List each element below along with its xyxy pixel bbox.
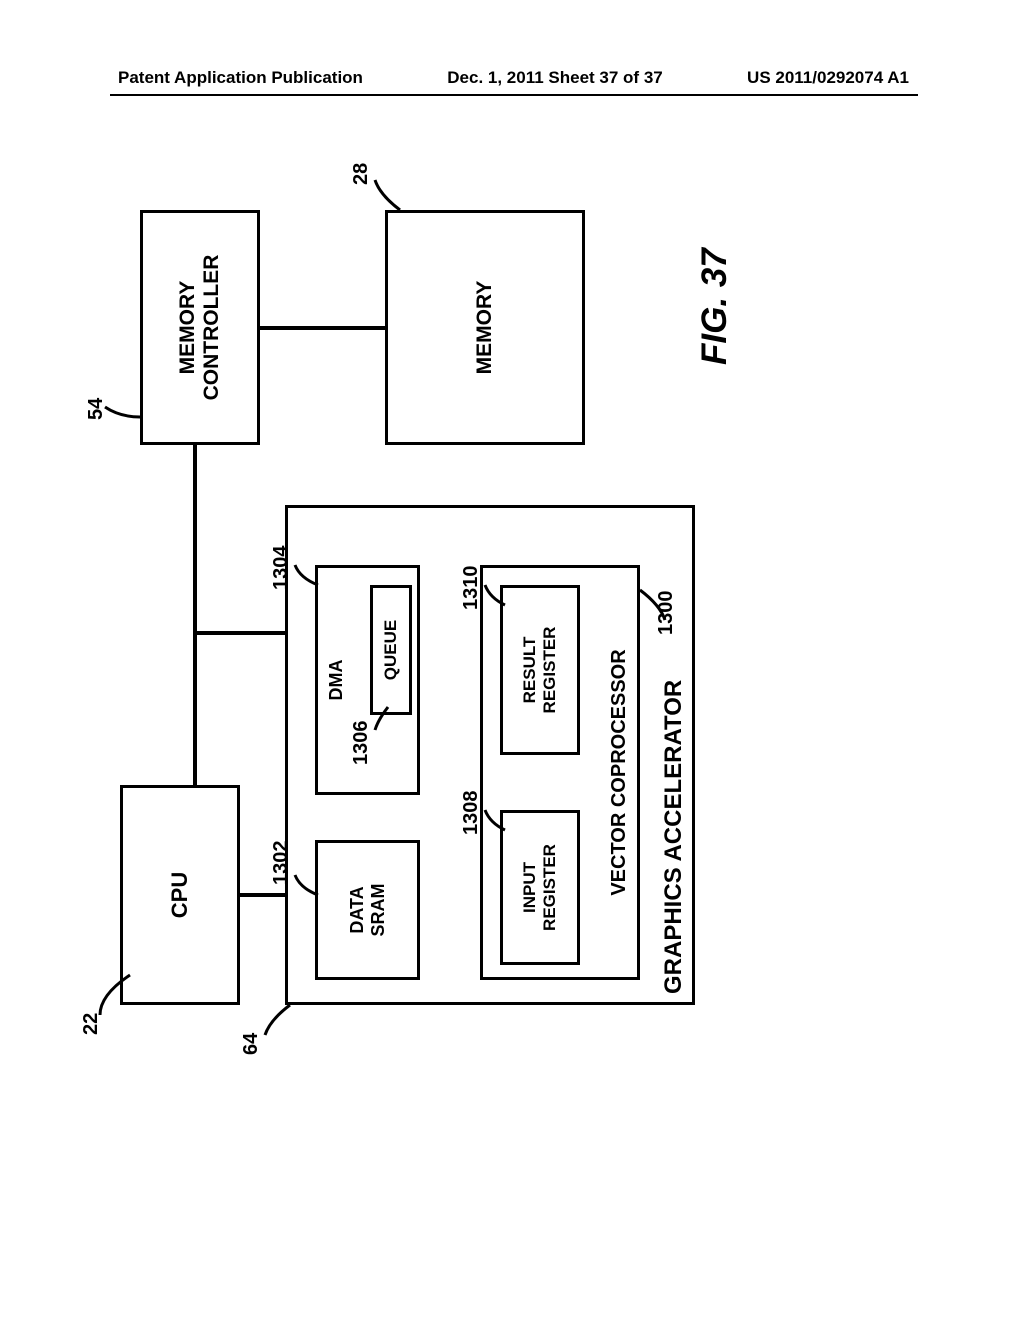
dma-label: DMA: [326, 660, 347, 701]
conn-cpu-memctrl: [193, 443, 197, 785]
memory-box: MEMORY: [385, 210, 585, 445]
page: Patent Application Publication Dec. 1, 2…: [0, 0, 1024, 1320]
header-right: US 2011/0292074 A1: [747, 68, 909, 88]
input-reg-l2: REGISTER: [540, 844, 560, 931]
input-reg-l1: INPUT: [520, 862, 540, 913]
leader-1302: [290, 860, 325, 900]
memory-controller-box: MEMORY CONTROLLER: [140, 210, 260, 445]
leader-64: [260, 990, 305, 1040]
leader-1308: [480, 795, 510, 835]
header-left: Patent Application Publication: [118, 68, 363, 88]
leader-1300: [635, 580, 670, 625]
leader-1304: [290, 550, 325, 590]
mem-ctrl-l2: CONTROLLER: [200, 255, 224, 401]
header-center: Dec. 1, 2011 Sheet 37 of 37: [447, 68, 662, 88]
result-reg-l2: REGISTER: [540, 627, 560, 714]
conn-memctrl-memory: [255, 326, 390, 330]
queue-box: QUEUE: [370, 585, 412, 715]
result-register-box: RESULT REGISTER: [500, 585, 580, 755]
leader-54: [100, 372, 150, 422]
data-sram-l2: SRAM: [368, 884, 389, 937]
result-reg-l1: RESULT: [520, 637, 540, 704]
vec-coproc-label: VECTOR COPROCESSOR: [608, 649, 631, 895]
figure-label: FIG. 37: [695, 248, 735, 365]
graphics-accelerator-label: GRAPHICS ACCELERATOR: [656, 672, 692, 1002]
diagram: GRAPHICS ACCELERATOR CPU MEMORY CONTROLL…: [125, 205, 755, 925]
leader-1306: [370, 700, 395, 735]
page-header: Patent Application Publication Dec. 1, 2…: [0, 68, 1024, 88]
leader-22: [95, 960, 140, 1020]
data-sram-l1: DATA: [347, 886, 368, 933]
conn-cpu-accel: [240, 893, 288, 897]
leader-28: [370, 170, 410, 215]
header-rule: [110, 94, 918, 96]
leader-1310: [480, 570, 510, 610]
queue-label: QUEUE: [381, 620, 401, 680]
input-register-box: INPUT REGISTER: [500, 810, 580, 965]
data-sram-box: DATA SRAM: [315, 840, 420, 980]
mem-ctrl-l1: MEMORY: [176, 281, 200, 375]
cpu-label: CPU: [167, 872, 192, 918]
memory-label: MEMORY: [473, 281, 497, 375]
